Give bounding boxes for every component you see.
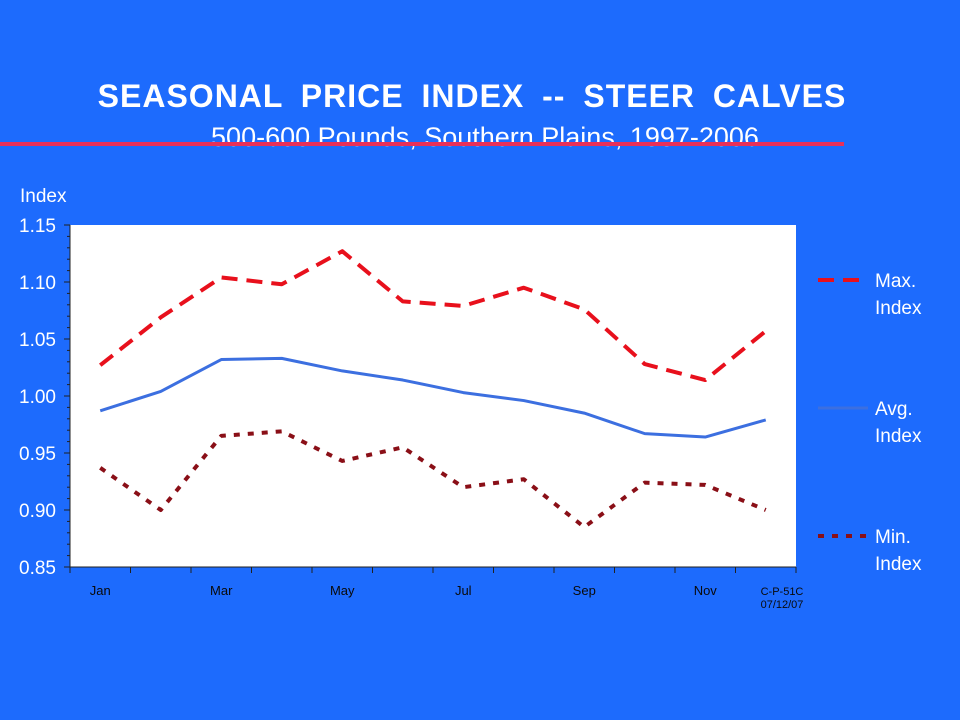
- x-tick-label: Sep: [573, 583, 596, 598]
- chart-code-line1: C-P-51C: [760, 586, 804, 598]
- plot-area: [70, 225, 796, 567]
- y-tick-label: 0.90: [19, 501, 56, 522]
- y-tick-label: 0.85: [19, 558, 56, 579]
- x-tick-label: Jan: [90, 583, 111, 598]
- legend-label-line2: Index: [875, 554, 922, 575]
- series-line-min-index: [99, 429, 767, 530]
- slide-title: SEASONAL PRICE INDEX -- STEER CALVES: [97, 78, 847, 114]
- series-line-max-index: [99, 249, 768, 383]
- y-tick-label: 1.15: [19, 216, 56, 237]
- title-divider: [0, 142, 844, 146]
- chart-code: C-P-51C 07/12/07: [742, 586, 822, 612]
- slide-subtitle-text: 500-600 Pounds, Southern Plains, 1997-20…: [211, 122, 759, 152]
- x-tick-label: May: [330, 583, 355, 598]
- legend-label: Min.: [875, 527, 911, 548]
- legend-label: Avg.: [875, 399, 913, 420]
- x-tick-label: Nov: [694, 583, 718, 598]
- legend-label: Max.: [875, 271, 916, 292]
- slide-subtitle: 500-600 Pounds, Southern Plains, 1997-20…: [0, 122, 940, 153]
- x-tick-label: Jul: [455, 583, 472, 598]
- y-tick-label: 1.05: [19, 330, 56, 351]
- chart-code-date: 07/12/07: [760, 599, 804, 611]
- y-tick-label: 1.10: [19, 273, 56, 294]
- axes: 1.15 1.10 1.05 1.00 0.95 0.90 0.85 Jan Mar May Jul…: [19, 216, 797, 598]
- legend-label-line2: Index: [875, 298, 922, 319]
- y-axis-label: Index: [20, 186, 67, 207]
- legend-label-line2: Index: [875, 426, 922, 447]
- y-tick-label: 1.00: [19, 387, 56, 408]
- y-tick-label: 0.95: [19, 444, 56, 465]
- x-tick-label: Mar: [210, 583, 233, 598]
- legend: Max. Index Avg. Index Min. Index: [818, 271, 922, 575]
- series-lines: [99, 249, 768, 530]
- series-line-avg-index: [99, 356, 767, 439]
